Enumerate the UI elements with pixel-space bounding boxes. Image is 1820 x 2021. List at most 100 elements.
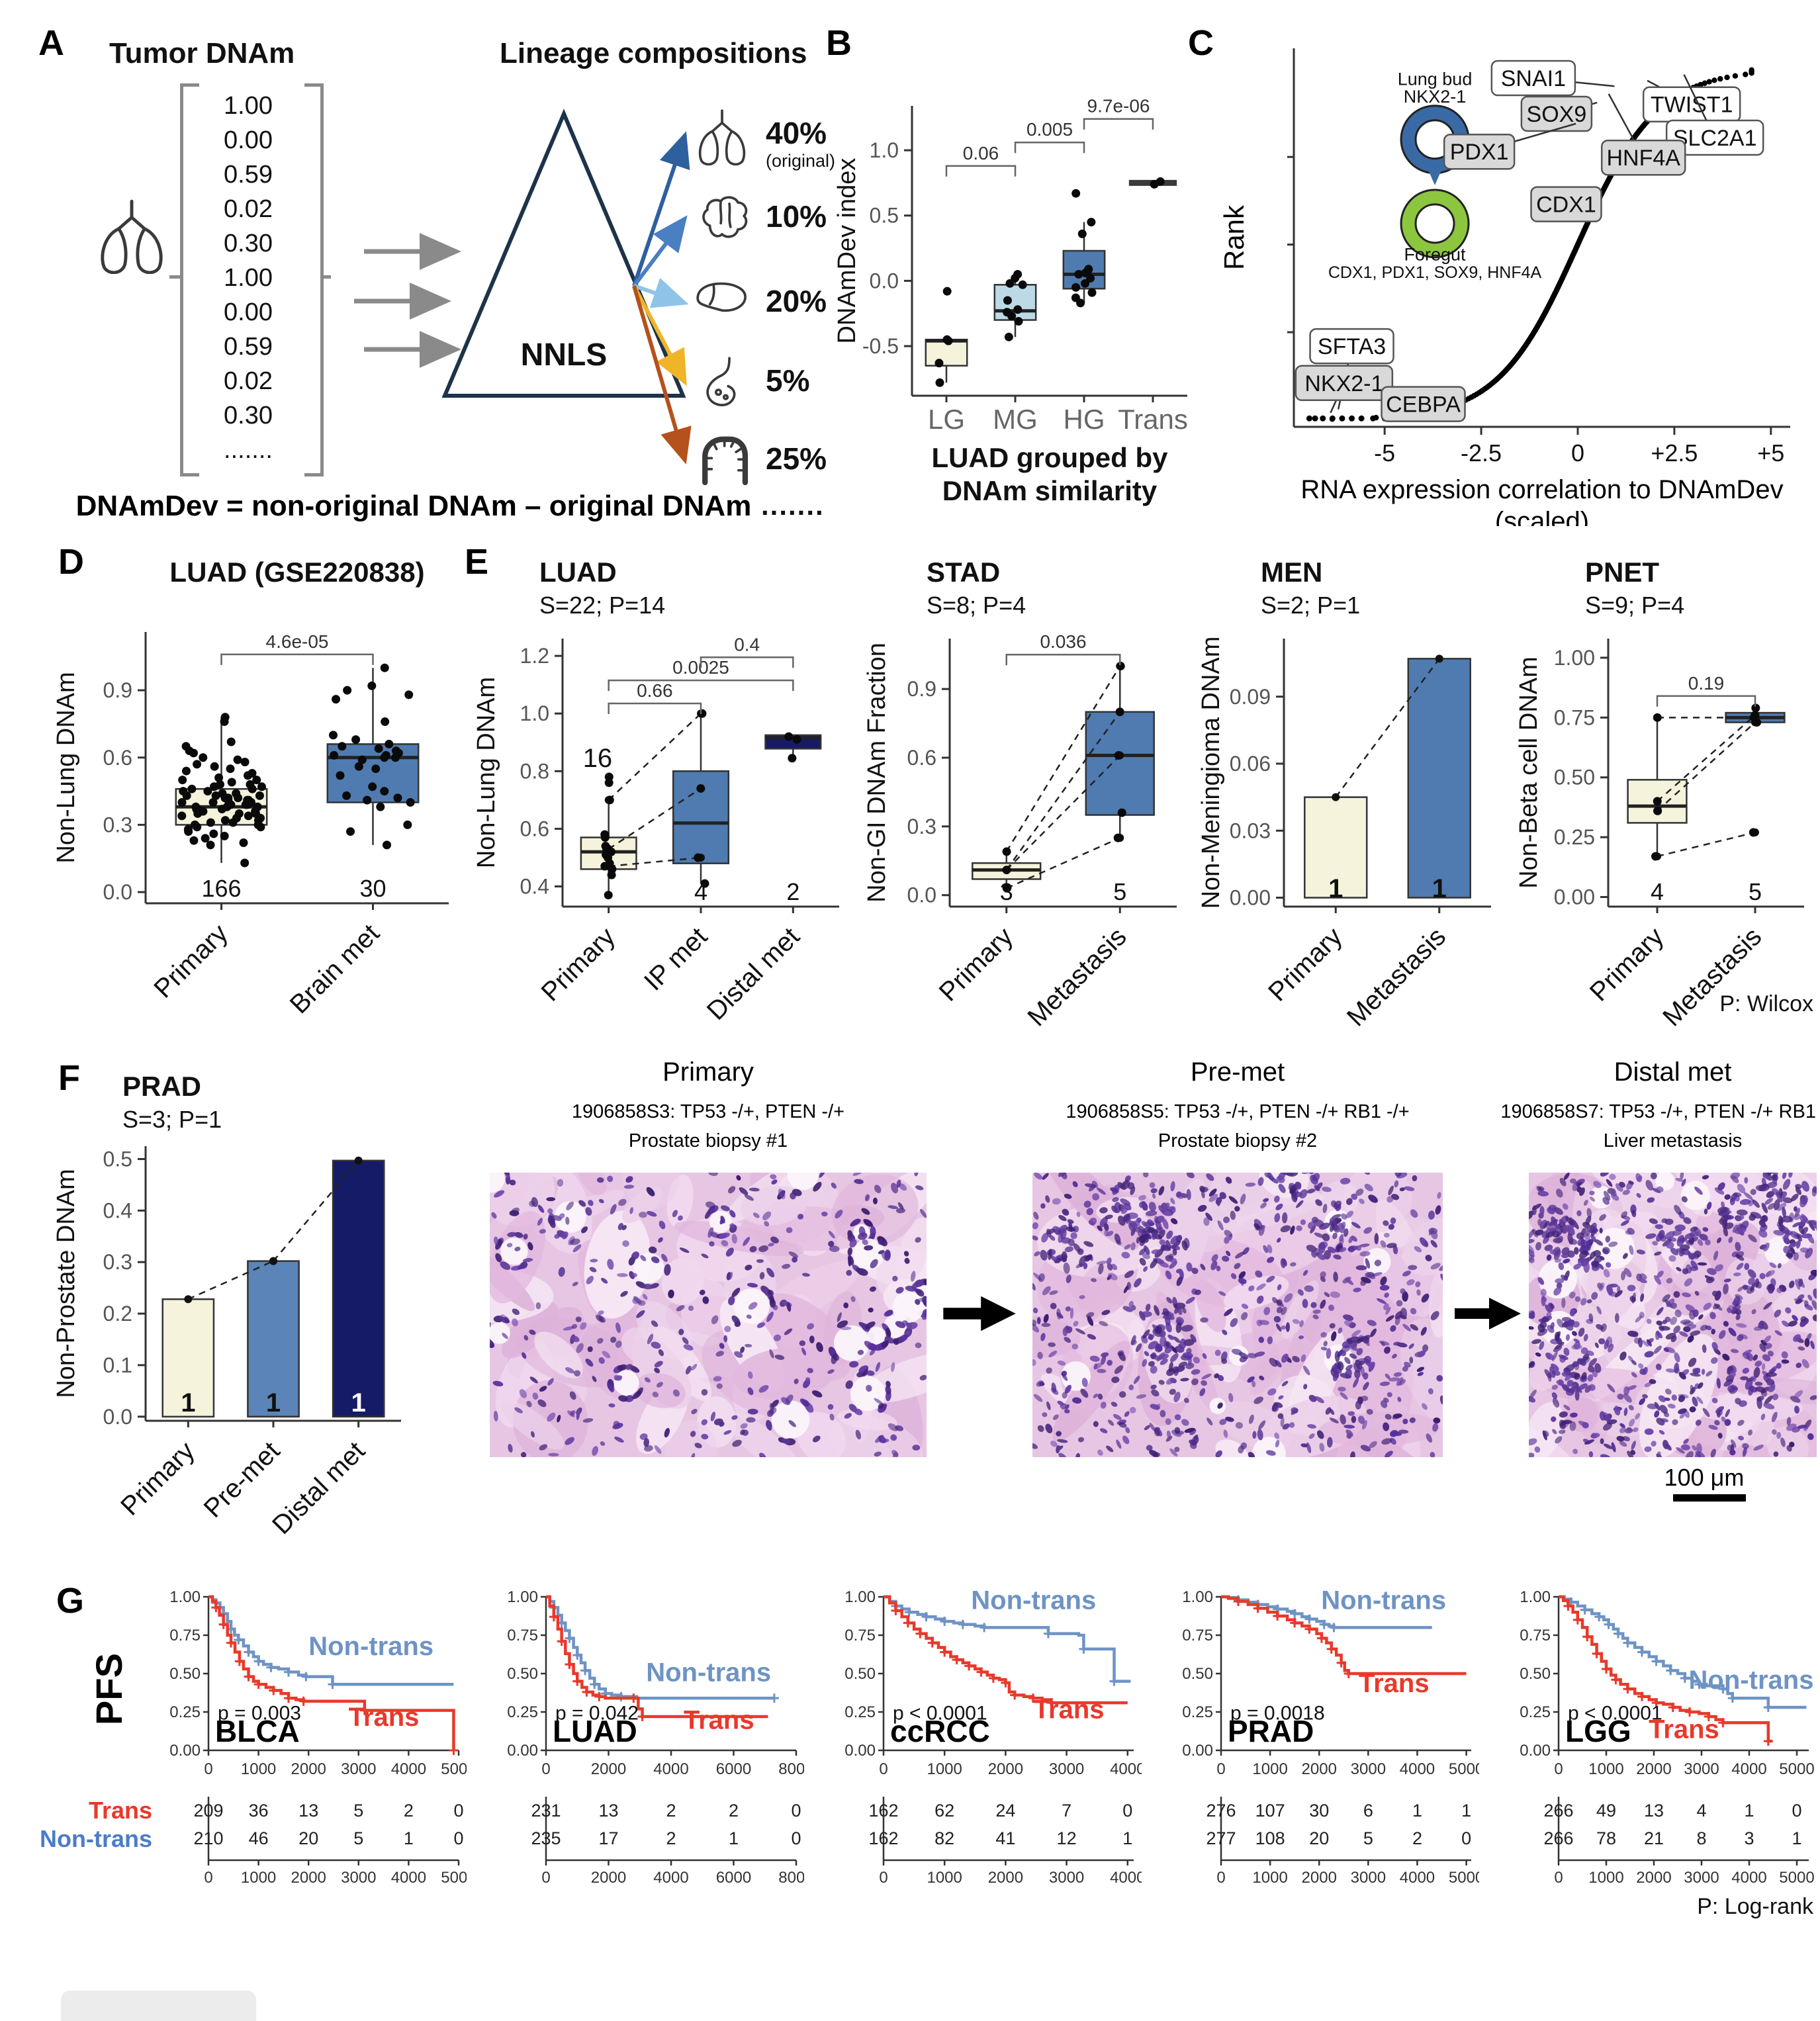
svg-text:8: 8 [1696,1828,1706,1848]
liver-icon [692,273,752,334]
svg-text:0.00: 0.00 [1520,1742,1551,1760]
svg-text:p = 0.042: p = 0.042 [555,1703,639,1725]
svg-text:0.75: 0.75 [507,1627,538,1644]
svg-text:3000: 3000 [1049,1869,1084,1887]
plot-B: -0.5 0.0 0.5 1.0 DNAmDev index 0.06 0.005 9.7e-… [833,96,1188,506]
nnls-flow-graphic: NNLS [354,109,692,465]
gene-label-SLC2A1 [1665,119,1764,156]
km-curve-nt [884,1595,1131,1683]
svg-text:0.005: 0.005 [1026,119,1073,140]
panel-e-luad-boxplot: 0.4 0.6 0.8 1.0 1.2 LUAD S=22; P=14 Non-Lung DN… [467,553,847,1029]
svg-text:2000: 2000 [291,1760,326,1778]
svg-text:231: 231 [531,1801,561,1820]
svg-text:NKX2-1: NKX2-1 [1404,87,1467,107]
svg-text:1: 1 [1744,1801,1754,1820]
svg-text:1.0: 1.0 [870,138,899,162]
chart-svg-E2: 0.0 0.3 0.6 0.9 STAD S=8; P=4 Non-GI DNAm Frac… [863,557,1177,1029]
svg-text:3000: 3000 [1351,1760,1386,1778]
svg-text:SFTA3: SFTA3 [1318,334,1386,359]
svg-text:MG: MG [993,404,1038,435]
lineage-arrow [632,285,692,465]
svg-text:0: 0 [204,1760,212,1778]
svg-text:1: 1 [1461,1801,1471,1820]
svg-text:2000: 2000 [1302,1760,1337,1778]
chart-svg-G5: 0.00 0.25 0.50 0.75 1.00 0 1000 2000 3000 4000 500… [1520,1588,1814,1887]
lineage-arrow [633,277,689,308]
nnls-triangle [441,109,686,398]
lineage-percentage: 10% [766,199,827,234]
svg-text:1: 1 [351,1388,366,1417]
risk-row-label-trans: Trans [88,1797,152,1824]
svg-text:Rank: Rank [1221,204,1250,270]
vector-value: ....... [224,436,273,464]
svg-text:4000: 4000 [1400,1760,1435,1778]
svg-text:12: 12 [1057,1828,1077,1848]
svg-text:0.75: 0.75 [169,1627,201,1644]
km-PRAD: 0.000.250.500.751.000 1000 2000 3000 4000 500… [1182,1586,1479,1887]
svg-text:0.3: 0.3 [907,815,936,838]
svg-text:NKX2-1: NKX2-1 [1304,371,1383,396]
arrow-right-icon [943,1296,1016,1331]
svg-text:Primary: Primary [535,922,621,1007]
lineage-arrow [632,131,690,287]
lineage-arrow [632,215,688,287]
svg-text:2: 2 [404,1801,414,1820]
svg-text:4000: 4000 [1731,1869,1766,1887]
svg-text:0: 0 [541,1760,550,1778]
svg-text:0: 0 [879,1760,887,1778]
svg-text:5000: 5000 [441,1869,467,1887]
bracket-tick-left [169,275,180,279]
svg-text:36: 36 [249,1801,269,1820]
panel-d-boxplot: 0.0 0.3 0.6 0.9 LUAD (GSE220838) Non-Lung DNA… [46,553,457,1029]
vector-bracket-right [304,83,324,476]
svg-text:0.66: 0.66 [637,680,673,701]
svg-text:0: 0 [791,1801,801,1820]
wilcox-note: P: Wilcox [1719,991,1813,1016]
panel-a-left-title: Tumor DNAm [109,37,295,69]
svg-text:0.25: 0.25 [169,1703,201,1721]
svg-text:LUAD: LUAD [539,557,617,588]
svg-text:Non-trans: Non-trans [646,1658,771,1687]
svg-text:0.6: 0.6 [103,746,132,770]
svg-text:1: 1 [729,1828,739,1848]
svg-text:2000: 2000 [291,1869,326,1887]
svg-text:5000: 5000 [1449,1869,1479,1887]
svg-text:Foregut: Foregut [1404,244,1467,264]
hist-image-premet [1032,1173,1443,1457]
svg-text:2: 2 [729,1801,739,1820]
gene-label-CDX1 [1530,186,1602,222]
svg-text:0.00: 0.00 [1554,885,1595,909]
chart-svg-C: -5 -2.5 0 +2.5 +5 RNA expression correlation … [1221,48,1790,526]
svg-text:9.7e-06: 9.7e-06 [1087,96,1150,116]
vector-value: 0.02 [224,367,273,395]
svg-text:1.00: 1.00 [1520,1588,1551,1606]
svg-text:CDX1, PDX1, SOX9, HNF4A: CDX1, PDX1, SOX9, HNF4A [1328,263,1542,282]
svg-text:24: 24 [995,1801,1015,1820]
svg-text:2: 2 [786,878,799,905]
vector-value: 1.00 [224,92,273,120]
svg-text:p < 0.0001: p < 0.0001 [893,1703,987,1725]
hist-genotype-distalmet: 1906858S7: TP53 -/+, PTEN -/+ RB1 -/+ [1500,1101,1820,1122]
svg-text:5000: 5000 [1779,1760,1814,1778]
panel-label-d: D [58,542,84,582]
svg-text:266: 266 [1543,1801,1573,1820]
svg-text:4000: 4000 [653,1869,688,1887]
outputs-ellipsis: ....... [761,490,825,521]
svg-text:0.4: 0.4 [520,875,549,899]
hist-image-primary [490,1173,927,1457]
svg-text:0.03: 0.03 [1230,819,1271,842]
svg-text:0: 0 [1216,1869,1225,1887]
svg-text:277: 277 [1206,1828,1236,1848]
svg-text:2: 2 [666,1828,676,1848]
svg-text:-0.5: -0.5 [862,334,899,358]
gene-label-NKX2-1 [1295,365,1394,402]
svg-text:6: 6 [1363,1801,1373,1820]
svg-text:2000: 2000 [1636,1869,1671,1887]
chart-svg-B: -0.5 0.0 0.5 1.0 DNAmDev index 0.06 0.005 9.7e-… [833,96,1188,506]
plot-F: 0.0 0.1 0.2 0.3 0.4 0.5 PRAD S=3; P=1 Non-Prosta… [52,1071,401,1540]
svg-text:4000: 4000 [1400,1869,1435,1887]
svg-text:30: 30 [1309,1801,1329,1820]
svg-text:1.00: 1.00 [1554,646,1595,670]
svg-text:210: 210 [193,1828,223,1848]
svg-text:2000: 2000 [1302,1869,1337,1887]
